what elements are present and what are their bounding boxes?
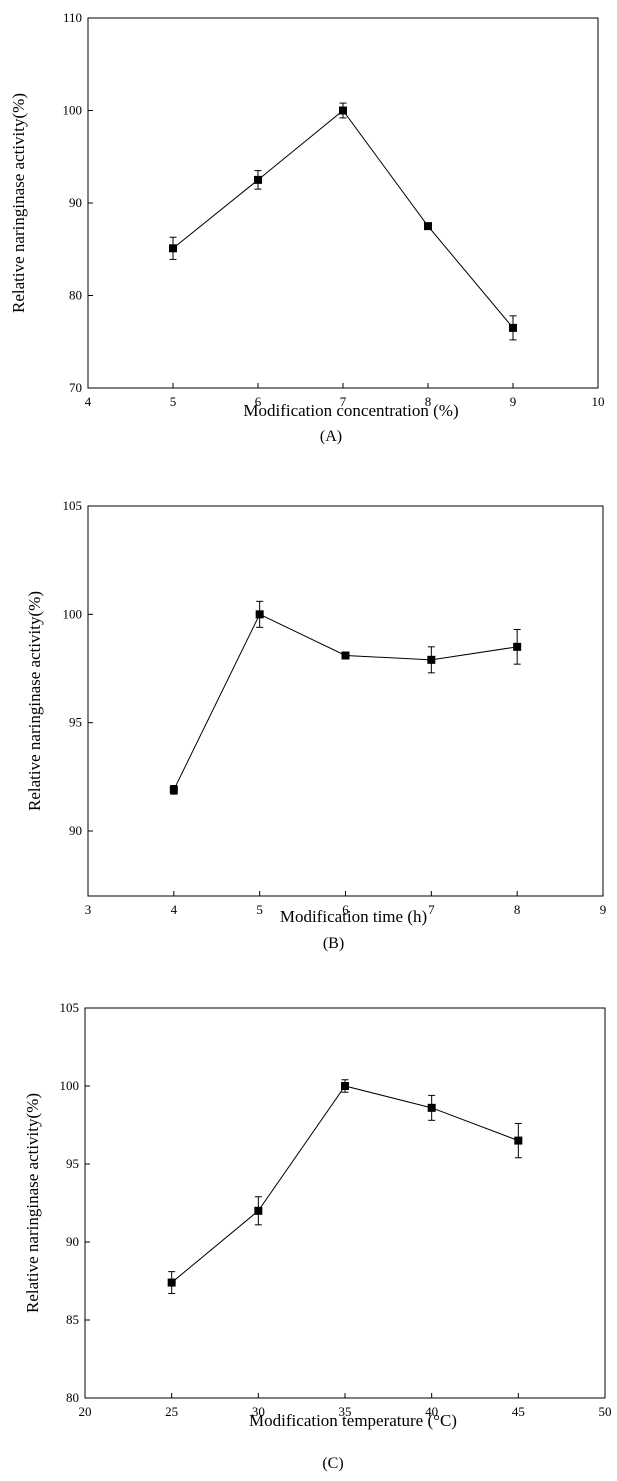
x-tick-label: 6 (255, 394, 262, 409)
y-axis-label: Relative naringinase activity(%) (23, 1093, 42, 1313)
x-tick-label: 6 (342, 902, 349, 917)
x-tick-label: 45 (512, 1404, 525, 1419)
plot-frame (87, 505, 604, 897)
data-point (254, 175, 262, 184)
data-point (513, 642, 522, 651)
y-tick-label: 105 (63, 498, 83, 513)
plot-frame (87, 17, 599, 389)
x-tick-label: 4 (85, 394, 92, 409)
panel-label: (C) (322, 1455, 343, 1472)
panel-1: 4 5 6 7 8 9 10 70 80 90 100 110 Modification concent… (9, 10, 605, 445)
data-point (339, 106, 347, 115)
x-tick-label: 3 (85, 902, 92, 917)
y-tick-label: 95 (69, 715, 82, 730)
y-tick-label: 110 (63, 10, 82, 25)
y-tick-label: 105 (60, 1000, 80, 1015)
data-point (341, 1082, 349, 1090)
y-tick-label: 85 (66, 1312, 79, 1327)
y-tick-label: 80 (69, 288, 82, 303)
series-line (171, 1085, 519, 1283)
data-point (427, 1103, 436, 1112)
x-tick-label: 8 (425, 394, 432, 409)
y-tick-label: 100 (63, 103, 83, 118)
y-tick-label: 95 (66, 1156, 79, 1171)
x-tick-label: 35 (339, 1404, 352, 1419)
y-tick-label: 90 (69, 195, 82, 210)
x-tick-label: 5 (170, 394, 177, 409)
panel-2: 3 4 5 6 7 8 9 90 95 100 105 Modification time (h) Re… (25, 498, 606, 952)
y-tick-label: 90 (69, 823, 82, 838)
panel-label: (A) (320, 428, 342, 445)
series-line (172, 109, 514, 329)
x-tick-label: 7 (428, 902, 435, 917)
y-axis-label: Relative naringinase activity(%) (25, 591, 44, 811)
x-axis-label: Modification temperature (°C) (249, 1411, 457, 1430)
x-tick-label: 50 (599, 1404, 612, 1419)
series-line (173, 613, 518, 791)
x-tick-label: 10 (592, 394, 605, 409)
x-tick-label: 5 (256, 902, 263, 917)
plot-frame (84, 1007, 606, 1399)
panel-3: 20 25 30 35 40 45 50 80 85 90 95 100 105 Modification… (23, 1000, 612, 1472)
x-axis-label: Modification time (h) (280, 907, 427, 926)
y-tick-label: 70 (69, 380, 82, 395)
x-tick-label: 9 (510, 394, 517, 409)
y-tick-label: 80 (66, 1390, 79, 1405)
data-point (169, 785, 178, 794)
x-tick-label: 9 (600, 902, 607, 917)
data-point (169, 244, 177, 253)
data-point (424, 222, 432, 231)
x-tick-label: 8 (514, 902, 521, 917)
y-tick-label: 100 (60, 1078, 80, 1093)
x-tick-label: 40 (425, 1404, 438, 1419)
data-point (514, 1136, 523, 1145)
y-axis-label: Relative naringinase activity(%) (9, 93, 28, 313)
data-point (341, 651, 350, 660)
y-tick-label: 90 (66, 1234, 79, 1249)
x-tick-label: 4 (171, 902, 178, 917)
data-point (509, 323, 517, 332)
x-axis-label: Modification concentration (%) (243, 401, 458, 420)
x-tick-label: 30 (252, 1404, 265, 1419)
x-tick-label: 20 (79, 1404, 92, 1419)
data-point (255, 610, 264, 619)
panel-label: (B) (323, 935, 344, 952)
y-tick-label: 100 (63, 606, 83, 621)
data-point (254, 1206, 263, 1215)
x-tick-label: 25 (165, 1404, 178, 1419)
data-point (427, 655, 436, 664)
x-tick-label: 7 (340, 394, 347, 409)
data-point (167, 1278, 176, 1287)
